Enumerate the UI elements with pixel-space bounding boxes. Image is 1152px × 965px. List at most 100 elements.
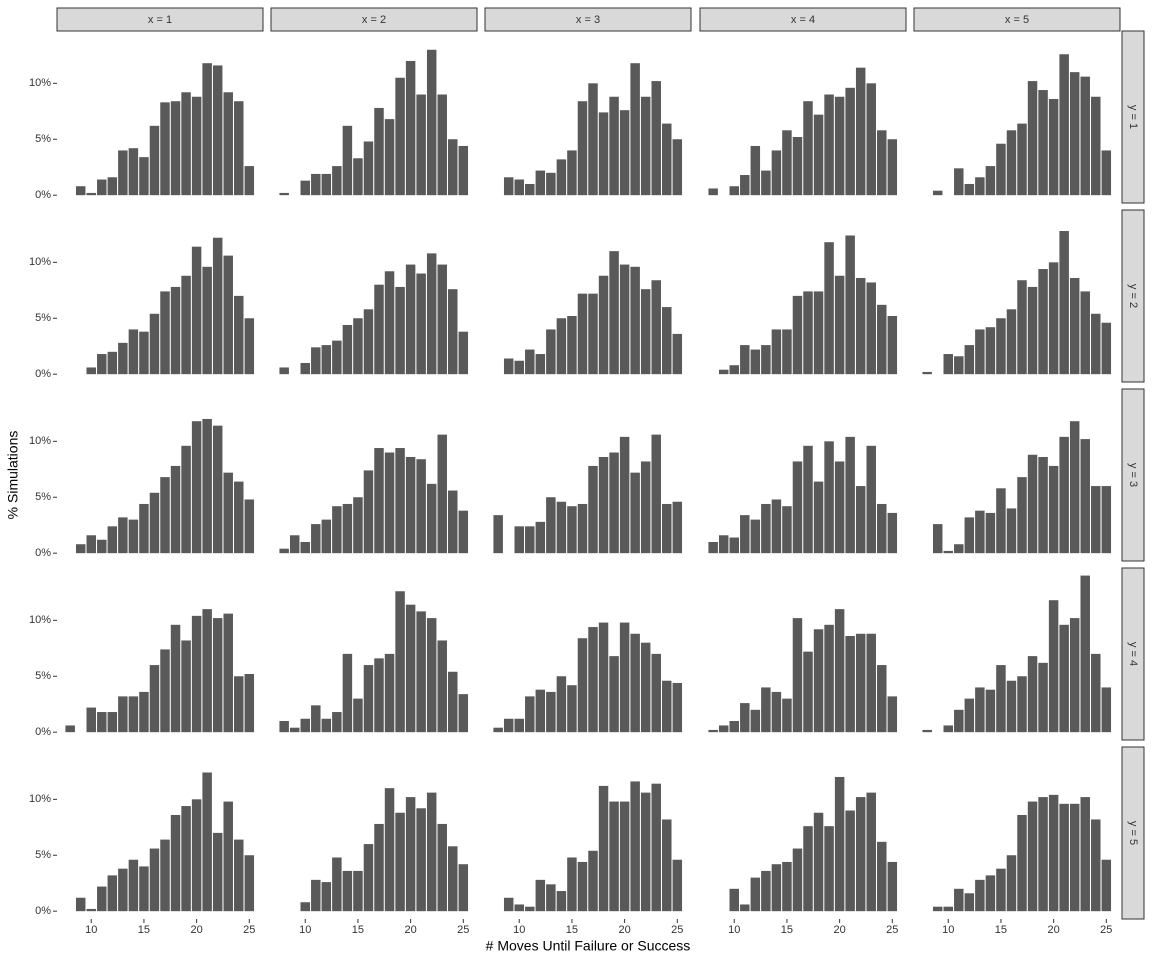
bar [191, 421, 202, 554]
y-tick-label: 0% [35, 547, 51, 559]
bar [1091, 653, 1101, 733]
bar [577, 861, 588, 912]
bar [107, 875, 118, 912]
bar [416, 273, 426, 375]
bar [855, 486, 866, 554]
bar [342, 324, 353, 375]
bar [353, 698, 363, 733]
bar [932, 524, 943, 554]
bar [740, 345, 750, 375]
bar [640, 792, 651, 912]
bar [740, 515, 750, 554]
bar [577, 503, 588, 554]
bar [803, 101, 813, 196]
bar [996, 665, 1006, 733]
bar [86, 535, 96, 554]
bar [170, 465, 181, 554]
bar [567, 150, 577, 196]
bar [525, 906, 535, 912]
bar [97, 179, 107, 196]
bar [437, 434, 447, 554]
bar [964, 517, 975, 554]
bar [139, 866, 149, 912]
bar [866, 83, 876, 196]
bar [212, 237, 223, 375]
bar [118, 868, 128, 912]
bar [1080, 76, 1090, 196]
bar [813, 291, 824, 375]
strip [1121, 567, 1145, 741]
bar [75, 897, 86, 912]
y-tick-label: 10% [29, 435, 51, 447]
bar [289, 727, 300, 733]
bar [1059, 231, 1069, 375]
bar [181, 640, 191, 733]
x-tick-label: 20 [404, 924, 416, 936]
bar [996, 143, 1006, 196]
bar [662, 123, 672, 196]
bar [181, 92, 191, 196]
bar [223, 801, 233, 912]
bar [128, 329, 139, 375]
bar [855, 67, 866, 196]
strip-label: y = 5 [1127, 821, 1139, 845]
bar [964, 183, 975, 196]
bar [1101, 687, 1112, 733]
bar [975, 329, 985, 375]
bar [514, 179, 524, 196]
bar [866, 633, 876, 733]
bar [342, 125, 353, 196]
x-tick-label: 15 [138, 924, 150, 936]
bar [279, 192, 289, 196]
bar [792, 848, 803, 912]
bar [405, 604, 416, 733]
bar [740, 175, 750, 196]
bar [887, 696, 898, 733]
bar [212, 425, 223, 554]
x-tick-label: 10 [942, 924, 954, 936]
bar [107, 712, 118, 733]
bar [202, 772, 212, 912]
bar [672, 859, 683, 912]
bar [128, 859, 139, 912]
bar [86, 367, 96, 375]
bar [567, 316, 577, 375]
bar [503, 897, 514, 912]
bar [598, 112, 609, 196]
strip [1121, 30, 1145, 204]
x-tick-label: 15 [566, 924, 578, 936]
bar [932, 906, 943, 912]
strip [270, 7, 478, 32]
bar [300, 718, 310, 733]
bar [556, 676, 567, 733]
bar [170, 101, 181, 196]
bar [437, 640, 447, 733]
bar [996, 868, 1006, 912]
bar [1006, 130, 1017, 196]
bar [985, 166, 996, 196]
bar [395, 286, 405, 375]
strip [1121, 209, 1145, 383]
bar [139, 503, 149, 554]
bar [244, 674, 255, 733]
bar [887, 512, 898, 554]
bar [437, 823, 447, 912]
bar [458, 864, 469, 912]
y-tick-label: 0% [35, 726, 51, 738]
bar [803, 291, 813, 375]
bar [1017, 676, 1027, 733]
bar [97, 539, 107, 554]
x-tick-label: 10 [728, 924, 740, 936]
y-tick-label: 10% [29, 793, 51, 805]
bar [374, 448, 384, 554]
bar [321, 718, 332, 733]
bar [97, 712, 107, 733]
bar [546, 497, 556, 554]
bar [416, 808, 426, 912]
bar [426, 618, 437, 733]
bar [1059, 803, 1069, 912]
bar [1027, 801, 1038, 912]
bar [525, 349, 535, 375]
bar [1017, 477, 1027, 554]
bar [1006, 680, 1017, 733]
